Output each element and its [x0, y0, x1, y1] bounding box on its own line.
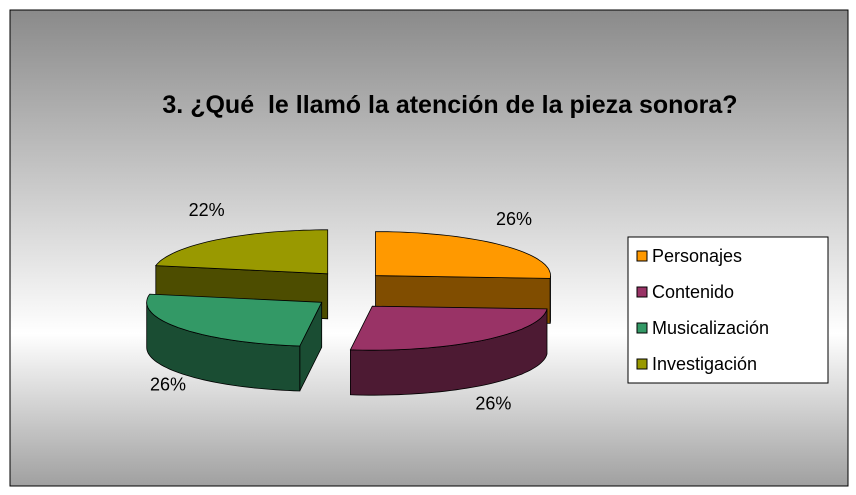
legend-box: [627, 236, 829, 384]
legend-swatch: [636, 322, 648, 334]
slice: [349, 305, 548, 351]
slice: [146, 293, 323, 347]
chart-title: 3. ¿Qué le llamó la atención de la pieza…: [162, 91, 738, 119]
legend-swatch: [636, 250, 648, 262]
slice: [154, 229, 329, 275]
data-label: 26%: [496, 209, 532, 229]
data-label: 22%: [189, 200, 225, 220]
legend-label: Contenido: [652, 282, 734, 302]
data-label: 26%: [150, 375, 186, 395]
slice: [375, 231, 551, 279]
legend-label: Investigación: [652, 354, 757, 374]
pie: [146, 229, 551, 396]
legend-label: Musicalización: [652, 318, 769, 338]
data-label: 26%: [475, 393, 511, 413]
legend-label: Personajes: [652, 246, 742, 266]
legend-swatch: [636, 358, 648, 370]
legend-swatch: [636, 286, 648, 298]
